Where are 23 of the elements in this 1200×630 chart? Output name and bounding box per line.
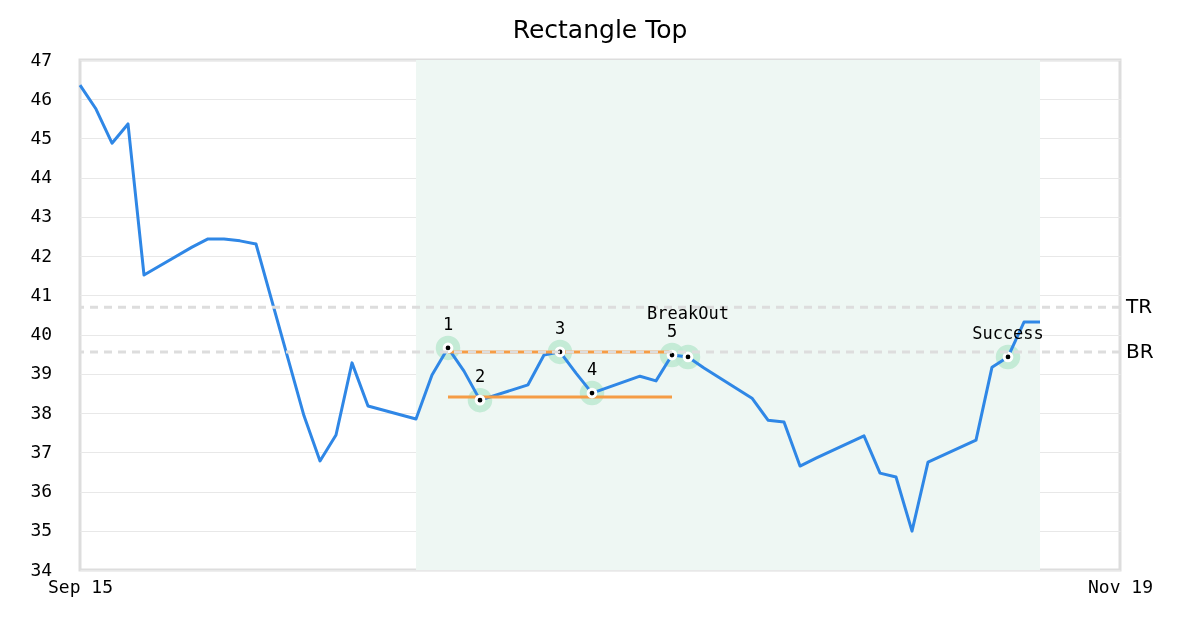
y-tick-label: 45 bbox=[30, 126, 53, 148]
y-tick-label: 40 bbox=[30, 323, 53, 345]
annotation: 1 bbox=[442, 313, 454, 334]
y-tick-label: 38 bbox=[30, 401, 53, 423]
y-tick-label: 41 bbox=[30, 283, 53, 305]
y-tick-label: 46 bbox=[30, 87, 53, 109]
annotation: 3 bbox=[554, 317, 566, 338]
y-tick-label: 47 bbox=[30, 48, 53, 70]
y-tick-label: 36 bbox=[30, 480, 53, 502]
y-tick-label: 37 bbox=[30, 440, 53, 462]
x-tick-label: Nov 19 bbox=[1087, 575, 1154, 597]
ref-line-label: TR bbox=[1125, 294, 1153, 319]
y-tick-label: 44 bbox=[30, 166, 53, 188]
annotation: 5 bbox=[666, 321, 678, 342]
chart-title: Rectangle Top bbox=[512, 15, 688, 44]
y-tick-label: 42 bbox=[30, 244, 53, 266]
y-tick-label: 43 bbox=[30, 205, 53, 227]
annotation: 4 bbox=[586, 359, 598, 380]
ref-line-label: BR bbox=[1126, 338, 1154, 363]
annotation: 2 bbox=[474, 366, 486, 387]
y-tick-label: 35 bbox=[30, 519, 53, 541]
annotation: BreakOut bbox=[647, 302, 729, 323]
y-tick-label: 39 bbox=[30, 362, 53, 384]
